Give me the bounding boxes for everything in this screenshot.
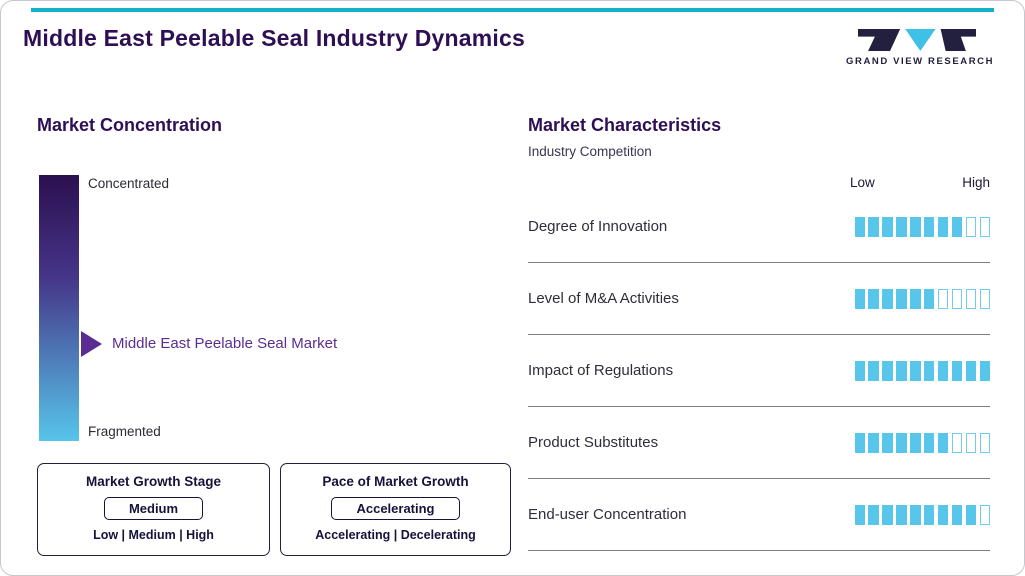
fragmented-label: Fragmented [88,424,161,439]
rating-segment-empty [979,216,990,237]
rating-segment-filled [979,360,990,381]
rating-segment-filled [937,504,949,525]
rating-segment-filled [882,432,893,453]
rating-segment-filled [896,216,907,237]
rating-segment-filled [924,432,935,453]
rating-segment-filled [951,360,963,381]
pace-value: Accelerating [331,497,460,520]
rating-segment-filled [896,288,907,309]
scale-low-label: Low [850,175,875,190]
scale-high-label: High [962,175,990,190]
rating-segment-empty [951,432,963,453]
characteristic-row: Degree of Innovation [528,191,990,263]
market-concentration-heading: Market Concentration [37,115,223,135]
rating-bar [850,360,990,381]
brand-name: GRAND VIEW RESEARCH [846,56,995,67]
rating-segment-empty [965,216,977,237]
rating-segment-filled [951,216,963,237]
page-title: Middle East Peelable Seal Industry Dynam… [23,25,526,51]
rating-segment-filled [854,216,865,237]
rating-segment-filled [924,216,935,237]
rating-segment-empty [937,288,949,309]
rating-bar [850,432,990,453]
rating-segment-filled [937,216,949,237]
pace-title: Pace of Market Growth [322,474,469,489]
rating-segment-empty [979,504,990,525]
rating-bar [850,504,990,525]
characteristic-row: Impact of Regulations [528,335,990,407]
gvr-logo-icon [858,29,976,51]
rating-segment-filled [868,288,879,309]
rating-segment-filled [868,504,879,525]
rating-segment-filled [924,288,935,309]
rating-segment-empty [965,288,977,309]
rating-segment-filled [854,432,865,453]
rating-segment-filled [868,216,879,237]
characteristics-rows: Degree of Innovation Level of M&A Activi… [528,191,990,551]
row-label: End-user Concentration [528,506,687,523]
market-characteristics-heading: Market Characteristics [528,115,722,135]
rating-segment-empty [965,432,977,453]
growth-stage-title: Market Growth Stage [85,474,222,489]
rating-segment-filled [896,432,907,453]
market-position-label: Middle East Peelable Seal Market [112,335,338,352]
rating-bar [850,288,990,309]
rating-segment-filled [910,288,921,309]
rating-segment-filled [937,432,949,453]
rating-scale-header: Low High [528,175,990,190]
pace-options: Accelerating | Decelerating [315,528,476,542]
row-label: Degree of Innovation [528,218,668,235]
rating-segment-filled [910,216,921,237]
concentration-gradient-bar [39,175,79,441]
rating-segment-filled [854,360,865,381]
rating-segment-filled [868,360,879,381]
rating-segment-filled [882,288,893,309]
growth-stage-options: Low | Medium | High [93,528,214,542]
brand-logo: GRAND VIEW RESEARCH [846,28,995,67]
growth-stage-value: Medium [103,497,204,520]
characteristic-row: Level of M&A Activities [528,263,990,335]
rating-segment-filled [910,432,921,453]
rating-segment-filled [896,504,907,525]
rating-segment-filled [924,504,935,525]
rating-segment-filled [882,360,893,381]
rating-segment-filled [910,360,921,381]
row-label: Level of M&A Activities [528,290,679,307]
market-growth-stage-box: Market Growth Stage Medium Low | Medium … [37,463,270,556]
row-label: Impact of Regulations [528,362,674,379]
rating-segment-filled [965,360,977,381]
rating-segment-filled [937,360,949,381]
characteristic-row: End-user Concentration [528,479,990,551]
rating-segment-filled [882,504,893,525]
rating-segment-filled [924,360,935,381]
concentrated-label: Concentrated [88,176,170,191]
rating-segment-empty [979,432,990,453]
rating-segment-filled [882,216,893,237]
top-accent-bar [31,8,994,12]
rating-segment-empty [951,288,963,309]
rating-segment-filled [854,288,865,309]
rating-segment-empty [979,288,990,309]
rating-bar [850,216,990,237]
rating-segment-filled [951,504,963,525]
rating-segment-filled [868,432,879,453]
market-position-arrow-icon [81,331,102,357]
row-label: Product Substitutes [528,434,659,451]
rating-segment-filled [854,504,865,525]
pace-of-growth-box: Pace of Market Growth Accelerating Accel… [280,463,511,556]
rating-segment-filled [910,504,921,525]
rating-segment-filled [896,360,907,381]
characteristic-row: Product Substitutes [528,407,990,479]
rating-segment-filled [965,504,977,525]
industry-competition-subtitle: Industry Competition [528,144,652,159]
